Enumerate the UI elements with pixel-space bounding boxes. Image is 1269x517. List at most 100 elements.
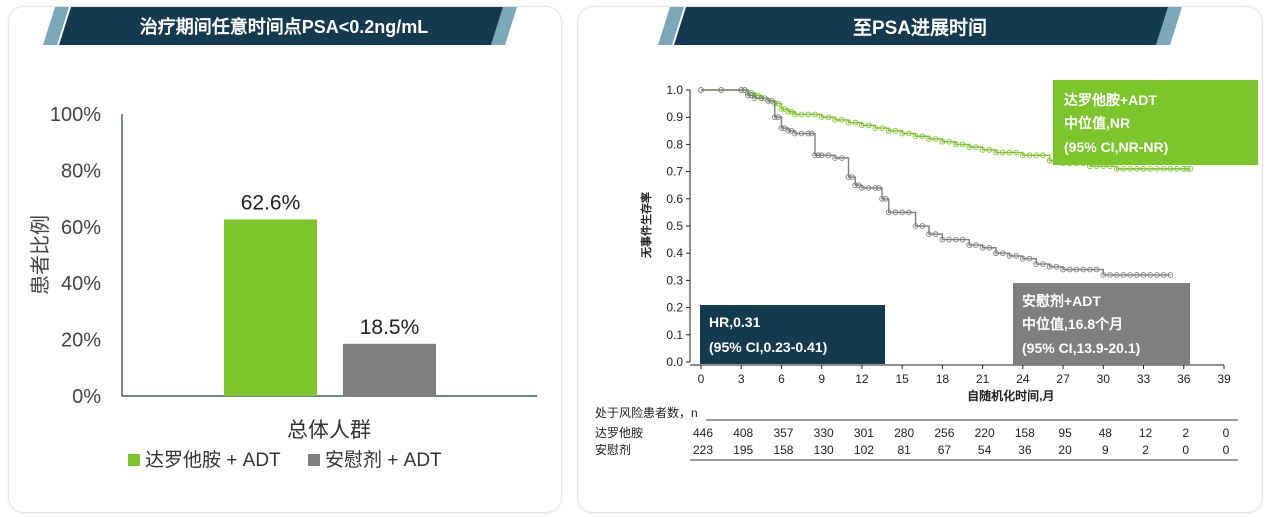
- censor-marker: [946, 138, 952, 145]
- gray-annotation-box: [1013, 283, 1190, 365]
- censor-marker: [845, 119, 852, 126]
- censor-marker: [1019, 255, 1026, 262]
- green-box-line1: 达罗他胺+ADT: [1064, 92, 1157, 108]
- censor-marker: [1180, 166, 1187, 172]
- censor-marker: [1147, 272, 1154, 278]
- y-tick-label: 0.9: [666, 110, 683, 124]
- x-tick-label: 24: [1016, 372, 1030, 386]
- chart-title: 治疗期间任意时间点PSA<0.2ng/mL: [140, 16, 429, 37]
- censor-marker: [1026, 152, 1033, 159]
- risk-cell: 408: [733, 426, 753, 440]
- censor-marker: [1154, 272, 1160, 278]
- censor-marker: [999, 250, 1006, 257]
- risk-cell: 2: [1182, 426, 1189, 440]
- censor-marker: [959, 141, 966, 148]
- censor-marker: [999, 149, 1006, 156]
- y-tick-label: 0.6: [666, 192, 683, 206]
- censor-marker: [1040, 152, 1046, 159]
- censor-marker: [1167, 166, 1174, 172]
- censor-marker: [838, 155, 845, 161]
- risk-cell: 130: [814, 443, 834, 457]
- left-chart-panel: 治疗期间任意时间点PSA<0.2ng/mL 0% 20% 40% 60% 80% 100% 患…: [8, 6, 562, 513]
- censor-marker: [872, 125, 879, 131]
- risk-cell: 0: [1223, 443, 1230, 457]
- censor-marker: [865, 122, 872, 129]
- censor-marker: [768, 98, 775, 104]
- censor-marker: [1033, 261, 1040, 267]
- censor-marker: [993, 250, 999, 257]
- risk-cell: 54: [978, 443, 992, 457]
- risk-cell: 330: [814, 426, 834, 440]
- censor-marker: [1120, 166, 1127, 172]
- y-tick-label: 60%: [61, 217, 101, 239]
- censor-marker: [882, 195, 889, 202]
- censor-marker: [852, 119, 859, 126]
- censor-marker: [973, 144, 979, 150]
- x-tick-label: 6: [778, 372, 785, 386]
- censor-marker: [825, 152, 832, 159]
- title-banner-accent-left: [43, 7, 69, 45]
- censor-marker: [1073, 266, 1080, 273]
- right-km-chart: 至PSA进展时间 0.0 0.1 0.2 0.3 0.4 0.5 0.6 0.7 0.8 0.9 1.…: [595, 7, 1258, 461]
- bar-value-label: 18.5%: [360, 316, 420, 339]
- censor-marker: [1133, 272, 1140, 278]
- y-tick-label: 0.7: [666, 165, 683, 179]
- y-tick-label: 80%: [61, 160, 101, 182]
- hr-box-line2: (95% CI,0.23-0.41): [709, 339, 827, 355]
- gray-box-line3: (95% CI,13.9-20.1): [1022, 340, 1140, 356]
- censor-marker: [748, 92, 755, 99]
- risk-cell: 20: [1058, 443, 1072, 457]
- censor-marker: [912, 223, 919, 229]
- censor-marker: [986, 244, 993, 251]
- censor-marker: [1133, 166, 1140, 172]
- censor-marker: [879, 195, 885, 202]
- censor-marker: [812, 111, 818, 118]
- censor-marker: [788, 108, 795, 115]
- censor-marker: [805, 111, 812, 118]
- y-tick-label: 0%: [72, 386, 101, 408]
- censor-marker: [885, 127, 892, 134]
- title-banner: [674, 7, 1168, 45]
- censor-marker: [899, 130, 906, 137]
- censor-marker: [1060, 266, 1066, 273]
- censor-marker: [1019, 152, 1026, 159]
- title-banner: [59, 7, 503, 45]
- title-banner-accent-right: [491, 7, 517, 45]
- censor-marker: [778, 106, 785, 112]
- y-tick-label: 0.2: [666, 301, 683, 315]
- censor-marker: [771, 114, 778, 121]
- censor-marker: [973, 242, 979, 248]
- censor-marker: [808, 130, 815, 137]
- censor-marker: [899, 209, 906, 216]
- y-axis-label: 患者比例: [29, 215, 52, 295]
- censor-marker: [832, 117, 838, 123]
- legend-swatch: [128, 454, 140, 466]
- censor-marker: [1066, 266, 1073, 273]
- legend-swatch: [308, 454, 320, 466]
- x-axis-label: 自随机化时间,月: [967, 388, 1054, 403]
- bar-value-label: 62.6%: [241, 191, 301, 214]
- censor-marker: [845, 174, 852, 180]
- risk-cell: 48: [1099, 426, 1113, 440]
- bar-darolutamide: [224, 219, 317, 396]
- x-tick-label: 3: [738, 372, 745, 386]
- gray-box-line2: 中位值,16.8个月: [1022, 316, 1123, 332]
- risk-cell: 95: [1058, 426, 1072, 440]
- censor-marker: [959, 236, 966, 243]
- title-banner-accent-left: [658, 7, 684, 45]
- x-tick-label: 9: [818, 372, 825, 386]
- censor-marker: [781, 125, 788, 131]
- censor-marker: [1080, 266, 1087, 273]
- censor-marker: [798, 111, 805, 118]
- risk-cell: 357: [773, 426, 793, 440]
- censor-marker: [741, 87, 748, 93]
- censor-marker: [1187, 166, 1194, 172]
- gray-box-line1: 安慰剂+ADT: [1022, 293, 1101, 309]
- censor-marker: [906, 130, 912, 137]
- risk-row-label: 达罗他胺: [595, 426, 643, 440]
- x-tick-label: 21: [976, 372, 990, 386]
- risk-cell: 446: [693, 426, 713, 440]
- y-tick-label: 0.4: [666, 246, 683, 260]
- y-tick-label: 0.8: [666, 137, 683, 151]
- censor-marker: [805, 130, 812, 137]
